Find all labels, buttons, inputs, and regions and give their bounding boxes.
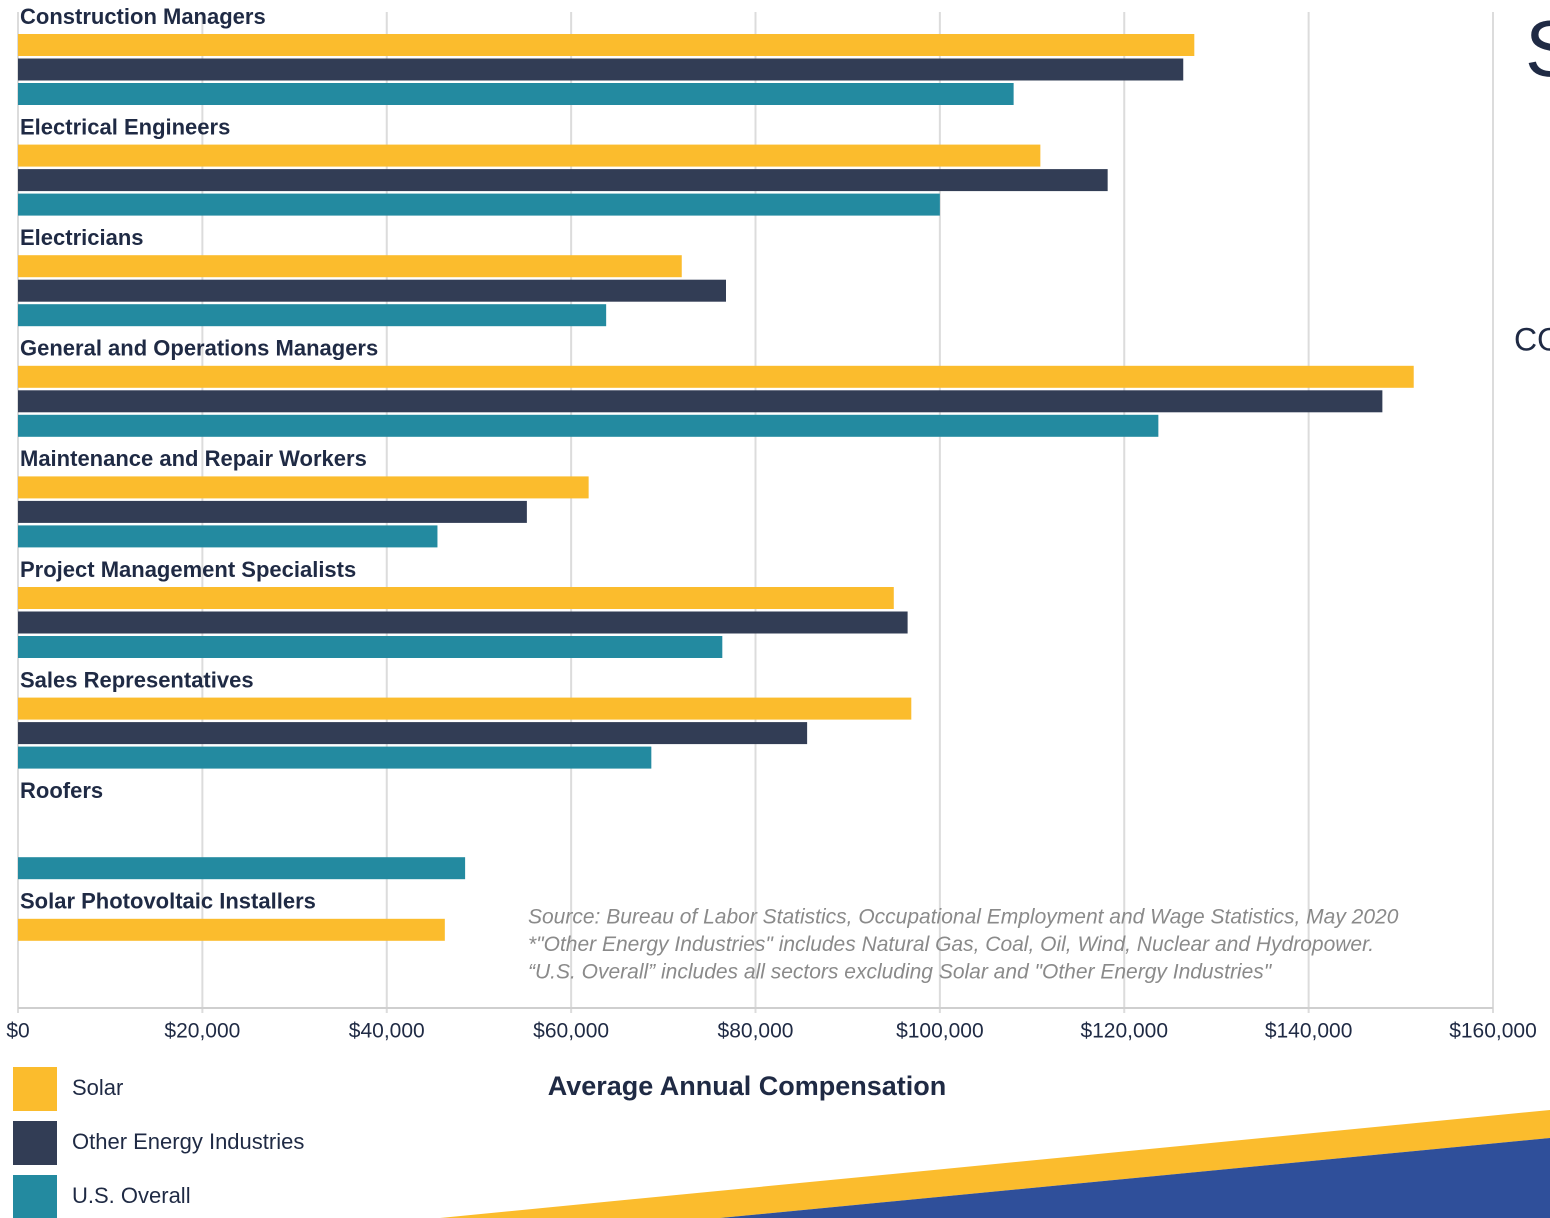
category-label: Construction Managers — [20, 4, 266, 29]
bar — [18, 304, 606, 326]
x-tick-label: $60,000 — [533, 1020, 609, 1043]
side-heading: S — [1525, 4, 1550, 93]
bar — [18, 390, 1382, 412]
bar — [18, 255, 682, 277]
bar — [18, 698, 911, 720]
bar — [18, 59, 1183, 81]
x-tick-label: $80,000 — [718, 1020, 794, 1043]
category-label: Electrical Engineers — [20, 114, 230, 139]
category-label: General and Operations Managers — [20, 336, 378, 361]
x-tick-label: $40,000 — [349, 1020, 425, 1043]
source-note: *"Other Energy Industries" includes Natu… — [528, 933, 1374, 956]
category-label: Roofers — [20, 778, 103, 803]
side-text: CO — [1514, 321, 1550, 357]
decor-panels — [720, 1138, 1550, 1218]
category-label: Electricians — [20, 225, 144, 250]
legend-swatch — [13, 1175, 57, 1218]
bar — [18, 587, 894, 609]
legend-label: Other Energy Industries — [72, 1129, 304, 1154]
x-tick-label: $100,000 — [896, 1020, 984, 1043]
bar — [18, 857, 465, 879]
x-axis-title: Average Annual Compensation — [548, 1071, 947, 1101]
x-tick-label: $20,000 — [164, 1020, 240, 1043]
bar — [18, 34, 1194, 56]
bar — [18, 476, 589, 498]
category-label: Sales Representatives — [20, 667, 254, 692]
x-tick-label: $140,000 — [1265, 1020, 1353, 1043]
category-label: Project Management Specialists — [20, 557, 356, 582]
legend-label: U.S. Overall — [72, 1183, 191, 1208]
bar — [18, 83, 1014, 105]
bar — [18, 280, 726, 302]
source-note: “U.S. Overall” includes all sectors excl… — [528, 961, 1273, 984]
x-tick-label: $160,000 — [1449, 1020, 1537, 1043]
bar — [18, 612, 908, 634]
legend-swatch — [13, 1121, 57, 1165]
bar — [18, 415, 1158, 437]
category-label: Maintenance and Repair Workers — [20, 446, 367, 471]
x-tick-label: $120,000 — [1080, 1020, 1168, 1043]
bar — [18, 747, 651, 769]
page: {"chart_data": {"type": "bar", "orientat… — [0, 0, 1550, 1218]
bar — [18, 636, 722, 658]
bar — [18, 169, 1108, 191]
bar — [18, 525, 437, 547]
bar — [18, 501, 527, 523]
legend-swatch — [13, 1067, 57, 1111]
x-tick-label: $0 — [6, 1020, 29, 1043]
source-note: Source: Bureau of Labor Statistics, Occu… — [528, 906, 1399, 929]
legend-label: Solar — [72, 1075, 123, 1100]
chart: S CO Average Annual Compensation $0 $20,0… — [0, 0, 1550, 1218]
category-label: Solar Photovoltaic Installers — [20, 889, 316, 914]
bar — [18, 194, 940, 216]
bar — [18, 366, 1414, 388]
bar — [18, 722, 807, 744]
bar — [18, 919, 445, 941]
bar — [18, 145, 1040, 167]
